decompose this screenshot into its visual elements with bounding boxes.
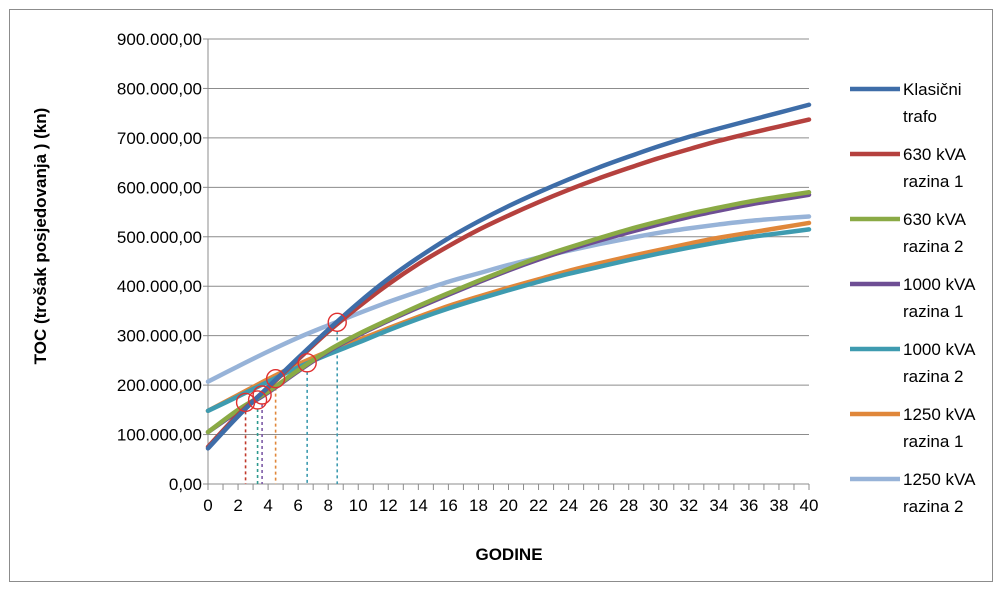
x-tick-label: 38 bbox=[769, 496, 788, 515]
intersection-marker bbox=[297, 353, 317, 373]
intersection-marker bbox=[265, 368, 286, 389]
intersection-markers bbox=[235, 312, 347, 413]
chart-frame bbox=[9, 9, 993, 582]
x-tick-label: 22 bbox=[529, 496, 548, 515]
y-tick-label: 800.000,00 bbox=[117, 79, 202, 98]
series-line-5 bbox=[205, 227, 812, 414]
x-tick-label: 34 bbox=[709, 496, 728, 515]
x-tick-label: 30 bbox=[649, 496, 668, 515]
legend-label: 1000 kVA bbox=[903, 275, 976, 294]
y-tick-label: 100.000,00 bbox=[117, 426, 202, 445]
legend: Klasični trafo 630 kVA razina 1 630 kVA razin… bbox=[850, 80, 976, 516]
series-line-1 bbox=[205, 102, 812, 451]
y-tick-label: 0,00 bbox=[169, 475, 202, 494]
y-tick-label: 500.000,00 bbox=[117, 228, 202, 247]
legend-label: Klasični bbox=[903, 80, 962, 99]
legend-label: 1250 kVA bbox=[903, 470, 976, 489]
legend-label: razina 2 bbox=[903, 237, 963, 256]
y-axis-title: TOC (trošak posjedovanja ) (kn) bbox=[31, 108, 50, 365]
x-axis-tick-labels: 0 2 4 6 8 10 12 14 16 18 20 22 24 26 28 30 32 34 36 38 40 bbox=[203, 496, 818, 515]
legend-label: 630 kVA bbox=[903, 145, 967, 164]
x-tick-label: 4 bbox=[263, 496, 272, 515]
series-line-4 bbox=[205, 192, 812, 435]
legend-label: 1250 kVA bbox=[903, 405, 976, 424]
x-tick-label: 12 bbox=[379, 496, 398, 515]
series-lines bbox=[205, 102, 812, 451]
x-tick-label: 32 bbox=[679, 496, 698, 515]
legend-label: razina 1 bbox=[903, 302, 963, 321]
y-tick-label: 700.000,00 bbox=[117, 129, 202, 148]
x-tick-label: 0 bbox=[203, 496, 212, 515]
series-line-6 bbox=[205, 220, 812, 414]
x-tick-label: 20 bbox=[499, 496, 518, 515]
x-tick-label: 40 bbox=[800, 496, 819, 515]
legend-label: trafo bbox=[903, 107, 937, 126]
x-tick-label: 14 bbox=[409, 496, 428, 515]
x-tick-label: 8 bbox=[323, 496, 332, 515]
intersection-marker bbox=[252, 385, 272, 405]
legend-label: razina 1 bbox=[903, 172, 963, 191]
intersection-guide-lines bbox=[244, 331, 339, 484]
x-tick-label: 26 bbox=[589, 496, 608, 515]
y-tick-label: 900.000,00 bbox=[117, 30, 202, 49]
y-tick-label: 200.000,00 bbox=[117, 376, 202, 395]
legend-label: razina 1 bbox=[903, 432, 963, 451]
y-tick-label: 300.000,00 bbox=[117, 327, 202, 346]
x-axis-title: GODINE bbox=[475, 545, 542, 564]
intersection-marker bbox=[235, 392, 256, 413]
x-tick-label: 10 bbox=[349, 496, 368, 515]
y-tick-label: 400.000,00 bbox=[117, 277, 202, 296]
legend-label: 630 kVA bbox=[903, 210, 967, 229]
x-tick-label: 2 bbox=[233, 496, 242, 515]
x-tick-label: 36 bbox=[739, 496, 758, 515]
legend-label: 1000 kVA bbox=[903, 340, 976, 359]
intersection-marker bbox=[327, 312, 347, 333]
x-tick-label: 6 bbox=[293, 496, 302, 515]
x-tick-label: 18 bbox=[469, 496, 488, 515]
y-axis-tick-labels: 0,00 100.000,00 200.000,00 300.000,00 400.00… bbox=[117, 30, 202, 494]
series-line-2 bbox=[205, 117, 812, 450]
intersection-marker bbox=[247, 390, 268, 410]
series-line-3 bbox=[205, 190, 812, 435]
x-tick-label: 24 bbox=[559, 496, 578, 515]
series-line-7 bbox=[205, 214, 812, 384]
y-tick-label: 600.000,00 bbox=[117, 178, 202, 197]
x-tick-label: 16 bbox=[439, 496, 458, 515]
legend-label: razina 2 bbox=[903, 367, 963, 386]
legend-label: razina 2 bbox=[903, 497, 963, 516]
x-tick-label: 28 bbox=[619, 496, 638, 515]
gridlines bbox=[203, 38, 809, 485]
